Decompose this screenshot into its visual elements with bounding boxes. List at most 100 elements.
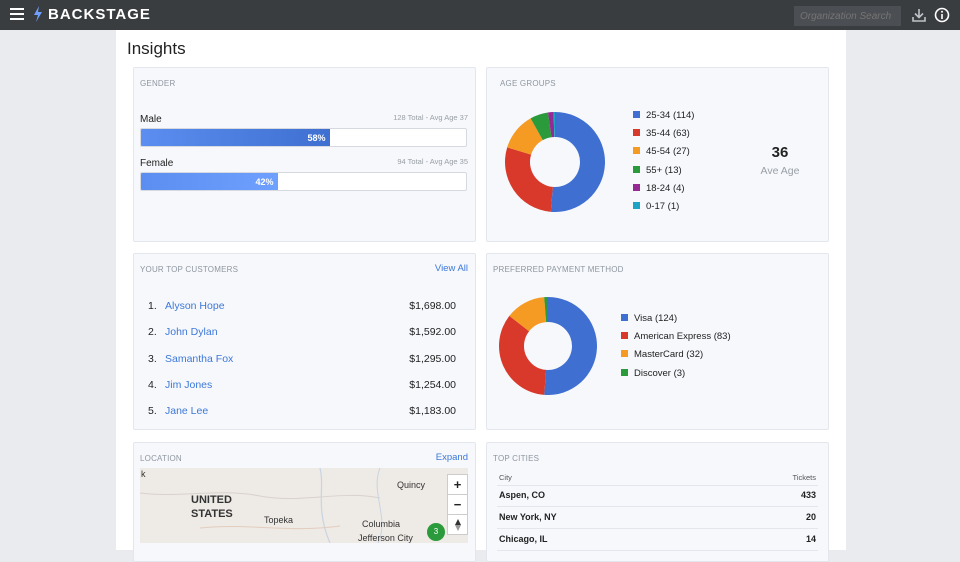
zoom-in-button[interactable]: + <box>447 474 468 495</box>
gender-title: GENDER <box>140 79 176 88</box>
legend-label: Discover <box>634 367 671 379</box>
map-cluster-marker[interactable]: 3 <box>427 523 445 541</box>
reset-north-button[interactable] <box>447 514 468 535</box>
age-slice-0-17[interactable] <box>553 112 555 138</box>
customer-row: 5. Jane Lee $1,183.00 <box>134 405 474 425</box>
age-legend-item: 0-17 (1) <box>633 201 679 212</box>
bolt-logo-icon <box>34 6 42 22</box>
customer-amount: $1,295.00 <box>409 352 456 365</box>
age-slice-25-34[interactable] <box>550 112 605 212</box>
legend-label: Visa <box>634 313 653 324</box>
map-label-country-2: STATES <box>191 508 233 520</box>
customer-name-link[interactable]: Samantha Fox <box>165 352 234 365</box>
age-groups-card: AGE GROUPS 25-34 (114) 35-44 (63) 45-54 (2… <box>486 67 829 242</box>
legend-swatch <box>621 350 628 358</box>
top-cities-card: TOP CITIES City Tickets Aspen, CO 433 New … <box>486 442 829 562</box>
legend-count: (13) <box>664 164 682 176</box>
age-slice-55-[interactable] <box>530 112 552 141</box>
legend-count: (124) <box>654 313 678 324</box>
legend-count: (1) <box>667 201 680 212</box>
customer-row: 2. John Dylan $1,592.00 <box>134 326 474 346</box>
top-customers-card: YOUR TOP CUSTOMERS View All 1. Alyson Hop… <box>133 253 476 430</box>
city-row-divider <box>497 506 818 507</box>
brand-name[interactable]: BACKSTAGE <box>48 6 151 23</box>
legend-count: (27) <box>672 146 690 158</box>
map-label-country: UNITED <box>191 494 232 506</box>
average-age-label: Ave Age <box>760 165 800 177</box>
payment-slice-american-express[interactable] <box>499 315 547 395</box>
gender-bar-fill-female: 42% <box>141 173 278 190</box>
top-bar: BACKSTAGE <box>0 0 960 30</box>
customer-rank: 5. <box>148 405 157 418</box>
expand-link[interactable]: Expand <box>435 452 468 463</box>
age-legend-item: 18-24 (4) <box>633 183 685 194</box>
age-groups-title: AGE GROUPS <box>500 79 556 88</box>
gender-stat-female: 94 Total - Avg Age 35 <box>397 157 468 166</box>
legend-label: 25-34 <box>646 110 671 121</box>
customer-amount: $1,592.00 <box>409 326 456 339</box>
legend-label: American Express <box>634 331 712 343</box>
legend-swatch <box>621 368 628 376</box>
customer-rank: 1. <box>148 300 157 312</box>
age-slice-35-44[interactable] <box>505 147 553 212</box>
average-age-value: 36 <box>771 144 789 161</box>
age-legend-item: 55+ (13) <box>633 165 682 176</box>
legend-swatch <box>633 183 640 191</box>
customer-name-link[interactable]: Jane Lee <box>165 405 209 418</box>
legend-swatch <box>633 129 640 137</box>
payment-slice-discover[interactable] <box>544 297 548 323</box>
age-slice-45-54[interactable] <box>507 118 543 155</box>
city-tickets: 20 <box>805 512 816 522</box>
customer-amount: $1,698.00 <box>409 300 456 312</box>
legend-label: 45-54 <box>646 146 671 158</box>
legend-count: (63) <box>672 128 690 140</box>
payment-slice-mastercard[interactable] <box>509 297 547 332</box>
gender-bar-male: 58% <box>140 128 467 147</box>
top-cities-title: TOP CITIES <box>493 454 540 463</box>
payment-legend-item: American Express (83) <box>621 331 731 342</box>
city-name: Aspen, CO <box>499 490 546 500</box>
city-tickets: 433 <box>800 490 816 500</box>
cities-header-divider <box>497 485 818 486</box>
gender-percent-female: 42% <box>255 177 274 187</box>
legend-swatch <box>633 202 640 209</box>
gender-bar-fill-male: 58% <box>141 129 330 146</box>
customer-amount: $1,183.00 <box>409 405 456 418</box>
age-legend-item: 45-54 (27) <box>633 146 690 157</box>
map-cluster-count: 3 <box>433 527 439 536</box>
legend-swatch <box>621 332 628 340</box>
insights-page: Insights GENDER Male 128 Total - Avg Age… <box>116 30 846 562</box>
organization-search-input[interactable] <box>794 6 901 26</box>
customer-name-link[interactable]: John Dylan <box>165 326 218 339</box>
customer-name-link[interactable]: Alyson Hope <box>165 300 225 312</box>
menu-icon[interactable] <box>10 8 24 20</box>
customer-rank: 3. <box>148 352 157 365</box>
legend-swatch <box>621 314 628 321</box>
info-icon[interactable] <box>934 7 950 23</box>
gender-label-male: Male <box>140 114 162 125</box>
city-row-divider <box>497 550 818 551</box>
customer-name-link[interactable]: Jim Jones <box>165 378 213 391</box>
legend-label: MasterCard <box>634 349 684 361</box>
age-groups-donut-chart <box>505 112 605 212</box>
compass-icon <box>454 519 461 531</box>
payment-legend-item: Discover (3) <box>621 368 685 379</box>
payment-method-card: PREFERRED PAYMENT METHOD Visa (124) Ameri… <box>486 253 829 430</box>
legend-count: (3) <box>673 367 686 379</box>
map-background <box>140 468 383 543</box>
location-map[interactable]: k UNITED STATES Quincy Topeka Columbia J… <box>140 468 468 543</box>
age-legend-item: 35-44 (63) <box>633 128 690 139</box>
payment-method-donut-chart <box>499 297 597 395</box>
map-label-columbia: Columbia <box>362 519 401 529</box>
page-title: Insights <box>127 39 186 58</box>
location-card: LOCATION Expand k UNITED STATES Quincy T… <box>133 442 476 562</box>
location-title: LOCATION <box>140 454 182 463</box>
view-all-link[interactable]: View All <box>434 263 468 274</box>
city-tickets: 14 <box>805 534 816 544</box>
payment-slice-visa[interactable] <box>544 297 597 395</box>
customer-rank: 2. <box>148 326 157 339</box>
download-icon[interactable] <box>911 7 927 23</box>
age-slice-18-24[interactable] <box>547 112 555 138</box>
zoom-out-button[interactable]: − <box>447 494 468 515</box>
cities-column-tickets: Tickets <box>792 473 816 482</box>
